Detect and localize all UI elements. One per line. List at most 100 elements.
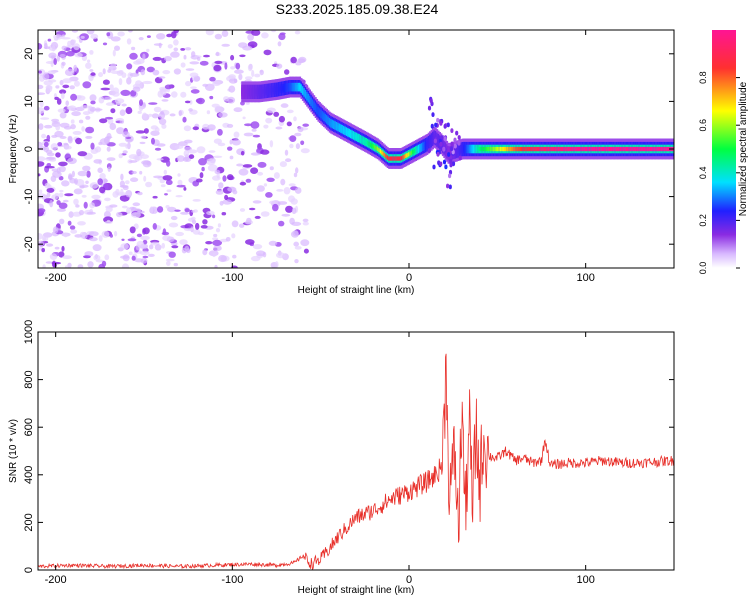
noise-blob	[62, 84, 70, 89]
noise-blob	[251, 69, 255, 78]
signal-cell	[277, 87, 280, 92]
noise-blob	[110, 108, 116, 114]
noise-blob	[212, 214, 216, 219]
noise-blob	[90, 72, 96, 76]
signal-cell	[241, 89, 244, 94]
noise-blob	[85, 135, 93, 139]
noise-blob	[128, 154, 139, 160]
noise-blob	[245, 239, 255, 245]
noise-blob	[137, 191, 143, 196]
y-tick-label: 200	[23, 513, 35, 531]
noise-blob	[252, 134, 261, 138]
noise-blob	[136, 240, 145, 248]
signal-cell	[297, 85, 300, 90]
noise-blob	[193, 75, 200, 82]
signal-cell	[564, 146, 567, 152]
noise-blob	[131, 170, 137, 175]
noise-blob	[58, 251, 65, 258]
noise-blob	[176, 184, 186, 188]
signal-cell	[617, 146, 620, 152]
signal-cell	[591, 146, 594, 152]
noise-blob	[166, 189, 172, 192]
noise-blob	[290, 230, 299, 238]
noise-blob	[127, 238, 137, 242]
noise-blob	[183, 187, 187, 191]
noise-blob	[117, 192, 127, 196]
noise-blob	[55, 152, 61, 158]
signal-cell	[381, 150, 384, 155]
noise-blob	[212, 237, 219, 241]
signal-cell	[573, 146, 576, 152]
noise-blob	[190, 86, 197, 89]
noise-blob	[93, 159, 102, 164]
signal-cell	[539, 146, 542, 152]
noise-blob	[73, 64, 78, 72]
signal-cell	[574, 146, 577, 152]
signal-cell	[547, 146, 550, 152]
noise-blob	[59, 89, 67, 94]
signal-cell	[550, 146, 553, 152]
noise-blob	[192, 199, 201, 202]
noise-blob	[38, 203, 44, 209]
signal-burst	[446, 183, 450, 189]
spectrogram-y-ticks: -20 -10 0 10 20	[23, 48, 674, 252]
signal-cell	[579, 146, 581, 152]
noise-blob	[109, 122, 117, 131]
noise-blob	[101, 230, 110, 238]
signal-cell	[405, 153, 408, 158]
noise-blob	[273, 111, 280, 117]
signal-cell	[375, 145, 378, 151]
noise-blob	[68, 174, 73, 181]
noise-blob	[51, 44, 56, 52]
snr-background	[38, 332, 674, 570]
noise-blob	[139, 141, 146, 145]
noise-blob	[235, 62, 241, 70]
noise-blob	[173, 39, 179, 46]
noise-blob	[152, 195, 158, 199]
colorbar-gradient	[712, 30, 736, 268]
noise-blob	[69, 225, 76, 230]
noise-blob	[62, 255, 72, 260]
signal-cell	[326, 117, 328, 122]
noise-blob	[72, 39, 76, 44]
noise-blob	[74, 234, 83, 238]
noise-blob	[184, 47, 192, 51]
signal-cell	[318, 110, 321, 115]
noise-blob	[46, 156, 56, 160]
noise-blob	[50, 143, 59, 151]
noise-blob	[64, 265, 68, 268]
noise-blob	[55, 85, 60, 89]
noise-blob	[49, 253, 58, 260]
signal-burst	[440, 135, 444, 141]
noise-blob	[163, 56, 172, 62]
noise-blob	[289, 143, 294, 149]
signal-cell	[559, 146, 562, 152]
signal-cell	[458, 147, 461, 153]
noise-blob	[250, 167, 259, 174]
noise-blob	[75, 204, 80, 208]
y-tick-label: 10	[23, 95, 35, 107]
noise-blob	[121, 205, 128, 209]
signal-cell	[342, 127, 345, 133]
signal-cell	[283, 86, 286, 91]
noise-blob	[229, 139, 233, 145]
noise-blob	[59, 112, 67, 119]
noise-blob	[263, 49, 272, 56]
signal-cell	[512, 146, 515, 152]
noise-blob	[180, 211, 190, 215]
signal-cell	[330, 121, 333, 126]
signal-burst	[448, 173, 452, 179]
signal-burst	[453, 143, 457, 149]
signal-cell	[498, 146, 501, 152]
signal-cell	[402, 155, 405, 160]
noise-blob	[89, 237, 98, 242]
x-tick-label: -200	[45, 574, 67, 586]
noise-blob	[199, 60, 209, 66]
colorbar-tick-label: 0.4	[698, 167, 708, 180]
noise-blob	[118, 142, 128, 147]
noise-blob	[59, 54, 66, 58]
signal-cell	[242, 89, 245, 94]
noise-blob	[214, 33, 223, 40]
noise-blob	[46, 192, 51, 198]
noise-blob	[44, 124, 53, 129]
